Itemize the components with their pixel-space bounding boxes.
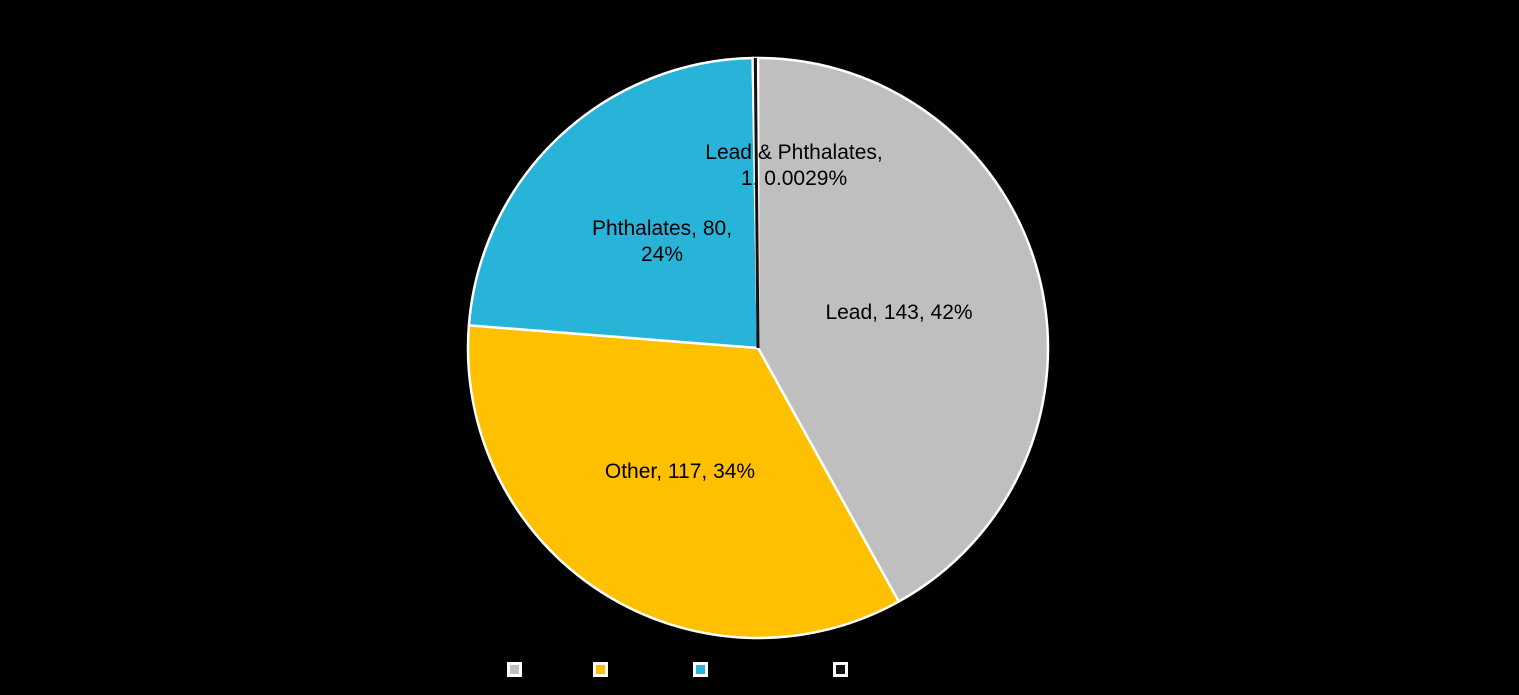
legend-label-lead-phthalates: Lead & Phthalates bbox=[854, 659, 1010, 680]
pie-slice-lead bbox=[756, 56, 1050, 603]
data-label-lead: Lead, 143, 42% bbox=[825, 300, 973, 324]
data-label-phthalates: Phthalates, 80, 24% bbox=[591, 216, 733, 266]
legend-label-phthalates: Phthalates bbox=[714, 659, 804, 680]
data-label-other: Other, 117, 34% bbox=[604, 459, 756, 483]
pie-slice-phthalates bbox=[467, 56, 760, 350]
legend-key-lead-phthalates bbox=[833, 662, 848, 677]
legend-key-lead bbox=[507, 662, 522, 677]
pie-slice-sliver-lead-phthalates bbox=[753, 57, 760, 349]
data-label-lead-phthalates: Lead & Phthalates, 1, 0.0029% bbox=[705, 140, 883, 190]
legend-label-lead: Lead bbox=[528, 659, 571, 680]
legend-label-other: Other bbox=[614, 659, 662, 680]
legend-key-phthalates bbox=[693, 662, 708, 677]
pie-slice-other bbox=[466, 324, 900, 640]
legend-key-other bbox=[593, 662, 608, 677]
